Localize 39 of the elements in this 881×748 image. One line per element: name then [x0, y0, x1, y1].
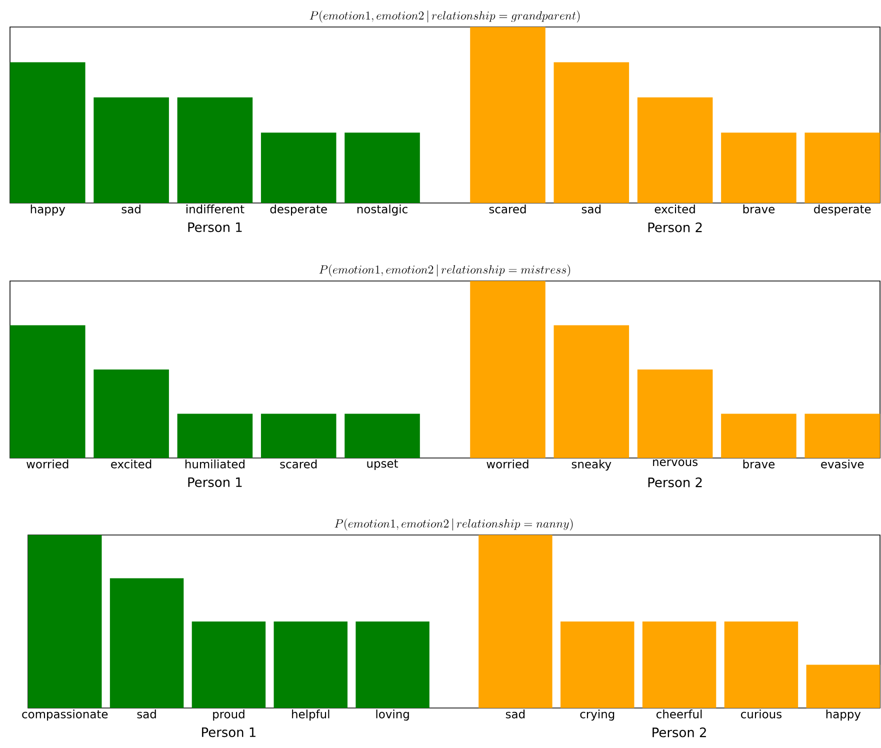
- text: Person 1: [188, 477, 242, 488]
- x-tick-label: brave: [743, 460, 775, 468]
- x-tick-label: evasive: [821, 460, 864, 468]
- x-tick-label: loving: [376, 710, 409, 721]
- text: Person 1: [188, 222, 242, 232]
- chart-title: $P(emotion1, emotion2 \,\mathbf{|}\, relationship = nanny)$: [334, 518, 573, 531]
- x-tick-label: compassionate: [22, 710, 108, 721]
- x-tick-label: upset: [367, 460, 398, 470]
- x-tick-label: sad: [582, 204, 600, 214]
- x-tick-label: scared: [489, 204, 526, 214]
- text: Person 1: [202, 727, 256, 738]
- x-tick-label: sad: [506, 710, 525, 718]
- x-tick-label: brave: [743, 204, 775, 214]
- x-tick-label: sneaky: [572, 460, 612, 471]
- x-tick-label: happy: [826, 710, 861, 721]
- x-tick-label: scared: [280, 460, 317, 468]
- text: Person 2: [648, 222, 702, 232]
- x-tick-label: desperate: [814, 204, 871, 216]
- text: Person 2: [652, 727, 706, 738]
- x-tick-label: indifferent: [186, 204, 244, 214]
- x-tick-label: humiliated: [185, 460, 244, 468]
- x-tick-label: excited: [654, 204, 695, 214]
- x-tick-label: sad: [137, 710, 156, 718]
- x-tick-label: worried: [486, 460, 528, 468]
- x-tick-label: nervous: [653, 460, 698, 466]
- text: Person 2: [648, 477, 702, 488]
- x-tick-label: nostalgic: [357, 204, 408, 216]
- chart-title: $P(emotion1, emotion2 \,\mathbf{|}\, relationship = mistress)$: [319, 264, 570, 276]
- chart-title: $P(emotion1, emotion2 \,\mathbf{|}\, relationship = grandparent)$: [310, 10, 580, 22]
- x-tick-label: desperate: [270, 204, 327, 216]
- x-tick-label: proud: [213, 710, 244, 721]
- x-tick-label: curious: [740, 710, 782, 718]
- x-tick-label: happy: [30, 204, 66, 216]
- x-tick-label: sad: [122, 204, 140, 214]
- x-tick-label: helpful: [292, 710, 330, 721]
- x-tick-label: excited: [111, 460, 152, 468]
- x-tick-label: cheerful: [656, 710, 702, 718]
- x-tick-label: worried: [26, 460, 68, 468]
- x-tick-label: crying: [580, 710, 614, 721]
